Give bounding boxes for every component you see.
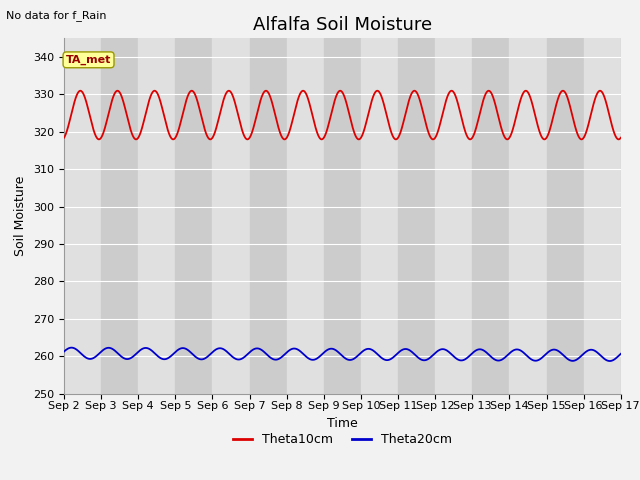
Bar	[138, 38, 175, 394]
Bar	[175, 38, 212, 394]
Bar	[547, 38, 584, 394]
Bar	[398, 38, 435, 394]
Bar	[101, 38, 138, 394]
Bar	[621, 38, 640, 394]
Title: Alfalfa Soil Moisture: Alfalfa Soil Moisture	[253, 16, 432, 34]
Y-axis label: Soil Moisture: Soil Moisture	[15, 176, 28, 256]
Legend: Theta10cm, Theta20cm: Theta10cm, Theta20cm	[228, 428, 456, 451]
Bar	[250, 38, 287, 394]
Bar	[435, 38, 472, 394]
Text: TA_met: TA_met	[66, 55, 111, 65]
X-axis label: Time: Time	[327, 417, 358, 430]
Bar	[361, 38, 398, 394]
Bar	[509, 38, 547, 394]
Bar	[287, 38, 324, 394]
Text: No data for f_Rain: No data for f_Rain	[6, 10, 107, 21]
Bar	[584, 38, 621, 394]
Bar	[472, 38, 509, 394]
Bar	[212, 38, 250, 394]
Bar	[324, 38, 361, 394]
Bar	[64, 38, 101, 394]
